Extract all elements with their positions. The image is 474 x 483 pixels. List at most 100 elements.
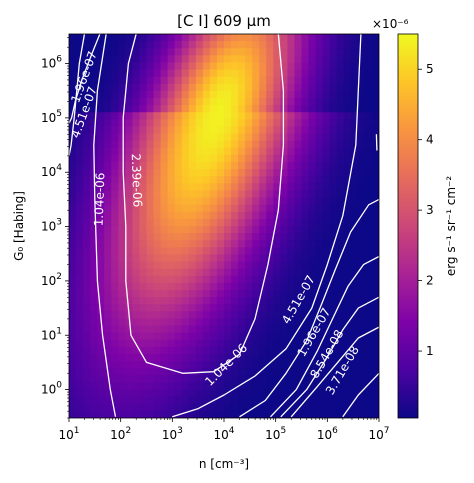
heatmap-cell bbox=[245, 297, 253, 305]
heatmap-cell bbox=[153, 204, 162, 213]
heatmap-cell bbox=[111, 325, 119, 334]
heatmap-cell bbox=[111, 34, 119, 42]
heatmap-cell bbox=[371, 304, 379, 312]
heatmap-cell bbox=[329, 226, 338, 234]
heatmap-cell bbox=[160, 382, 169, 391]
heatmap-cell bbox=[336, 354, 345, 362]
heatmap-cell bbox=[357, 396, 366, 405]
heatmap-cell bbox=[287, 389, 296, 398]
heatmap-cell bbox=[357, 247, 366, 256]
heatmap-cell bbox=[322, 48, 331, 56]
heatmap-cell bbox=[153, 297, 162, 305]
heatmap-cell bbox=[132, 233, 141, 241]
heatmap-cell bbox=[146, 183, 155, 192]
heatmap-cell bbox=[132, 83, 141, 92]
heatmap-cell bbox=[125, 34, 134, 42]
heatmap-cell bbox=[308, 254, 317, 263]
heatmap-cell bbox=[336, 119, 345, 128]
heatmap-cell bbox=[224, 197, 232, 206]
heatmap-cell bbox=[329, 90, 338, 99]
heatmap-cell bbox=[280, 261, 289, 270]
heatmap-cell bbox=[259, 325, 267, 334]
heatmap-cell bbox=[195, 112, 204, 120]
heatmap-cell bbox=[153, 211, 162, 220]
heatmap-cell bbox=[146, 375, 155, 384]
heatmap-cell bbox=[280, 162, 289, 170]
heatmap-cell bbox=[76, 332, 84, 341]
heatmap-cell bbox=[125, 98, 134, 106]
heatmap-cell bbox=[132, 76, 141, 85]
heatmap-cell bbox=[224, 126, 232, 135]
heatmap-cell bbox=[174, 34, 183, 42]
heatmap-cell bbox=[252, 361, 260, 369]
heatmap-cell bbox=[350, 76, 359, 85]
heatmap-cell bbox=[132, 332, 141, 341]
heatmap-cell bbox=[273, 325, 281, 334]
heatmap-cell bbox=[329, 382, 338, 391]
heatmap-cell bbox=[301, 311, 310, 320]
heatmap-cell bbox=[266, 268, 274, 277]
heatmap-cell bbox=[181, 90, 190, 99]
heatmap-cell bbox=[315, 332, 324, 341]
heatmap-cell bbox=[252, 204, 260, 213]
heatmap-cell bbox=[104, 169, 112, 177]
heatmap-cell bbox=[97, 48, 105, 56]
heatmap-cell bbox=[216, 389, 225, 398]
heatmap-cell bbox=[104, 396, 112, 405]
tick-label: 106 bbox=[317, 426, 338, 442]
heatmap-cell bbox=[160, 211, 169, 220]
tick-label-exponent: 1 bbox=[56, 326, 62, 336]
heatmap-cell bbox=[160, 254, 169, 263]
heatmap-cell bbox=[202, 396, 211, 405]
heatmap-cell bbox=[343, 126, 352, 135]
heatmap-cell bbox=[252, 346, 260, 355]
heatmap-cell bbox=[287, 197, 296, 206]
heatmap-cell bbox=[174, 218, 183, 227]
heatmap-cell bbox=[90, 389, 98, 398]
heatmap-cell bbox=[97, 268, 105, 277]
heatmap-cell bbox=[125, 346, 134, 355]
heatmap-cell bbox=[104, 62, 112, 71]
heatmap-cell bbox=[364, 247, 373, 256]
heatmap-cell bbox=[69, 261, 77, 270]
heatmap-cell bbox=[238, 105, 246, 113]
heatmap-cell bbox=[209, 176, 218, 184]
heatmap-cell bbox=[280, 396, 289, 405]
heatmap-cell bbox=[322, 396, 331, 405]
heatmap-cell bbox=[336, 48, 345, 56]
heatmap-cell bbox=[273, 119, 281, 128]
heatmap-cell bbox=[188, 304, 197, 312]
heatmap-cell bbox=[167, 311, 176, 320]
heatmap-cell bbox=[357, 34, 366, 42]
heatmap-cell bbox=[294, 311, 303, 320]
heatmap-cell bbox=[167, 176, 176, 184]
heatmap-cell bbox=[188, 261, 197, 270]
heatmap-cell bbox=[160, 396, 169, 405]
heatmap-cell bbox=[76, 226, 84, 234]
heatmap-cell bbox=[231, 41, 239, 49]
heatmap-cell bbox=[167, 297, 176, 305]
heatmap-cell bbox=[174, 162, 183, 170]
heatmap-cell bbox=[357, 204, 366, 213]
heatmap-cell bbox=[336, 375, 345, 384]
heatmap-cell bbox=[160, 48, 169, 56]
heatmap-cell bbox=[364, 105, 373, 113]
heatmap-cell bbox=[329, 218, 338, 227]
heatmap-cell bbox=[97, 133, 105, 142]
heatmap-cell bbox=[202, 119, 211, 128]
heatmap-cell bbox=[167, 396, 176, 405]
heatmap-cell bbox=[252, 247, 260, 256]
heatmap-cell bbox=[266, 325, 274, 334]
heatmap-cell bbox=[231, 90, 239, 99]
heatmap-cell bbox=[231, 190, 239, 199]
heatmap-cell bbox=[83, 48, 91, 56]
heatmap-cell bbox=[308, 76, 317, 85]
heatmap-cell bbox=[76, 268, 84, 277]
heatmap-cell bbox=[125, 140, 134, 149]
heatmap-cell bbox=[343, 297, 352, 305]
heatmap-cell bbox=[104, 247, 112, 256]
heatmap-cell bbox=[139, 318, 148, 327]
heatmap-cell bbox=[343, 83, 352, 92]
heatmap-cell bbox=[76, 368, 84, 376]
heatmap-cell bbox=[139, 304, 148, 312]
